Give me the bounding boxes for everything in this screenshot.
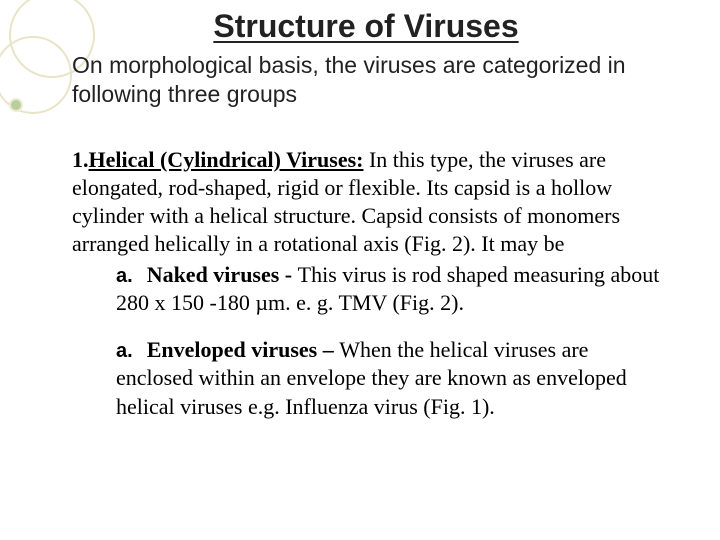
sub-item-b-enveloped: a.Enveloped viruses – When the helical v… <box>116 336 660 422</box>
sub-letter-a: a. <box>116 263 133 289</box>
sub-item-a-naked: a.Naked viruses - This virus is rod shap… <box>116 261 660 318</box>
page-title: Structure of Viruses <box>72 8 660 45</box>
section-heading: Helical (Cylindrical) Viruses: <box>89 147 364 172</box>
slide-content: Structure of Viruses On morphological ba… <box>0 0 720 421</box>
intro-paragraph: On morphological basis, the viruses are … <box>72 51 660 110</box>
section-1-body: 1.Helical (Cylindrical) Viruses: In this… <box>72 146 660 259</box>
sub-a-lead: Naked viruses - <box>147 262 298 287</box>
section-number: 1. <box>72 147 89 172</box>
sub-letter-b: a. <box>116 338 133 364</box>
sub-b-lead: Enveloped viruses – <box>147 337 340 362</box>
